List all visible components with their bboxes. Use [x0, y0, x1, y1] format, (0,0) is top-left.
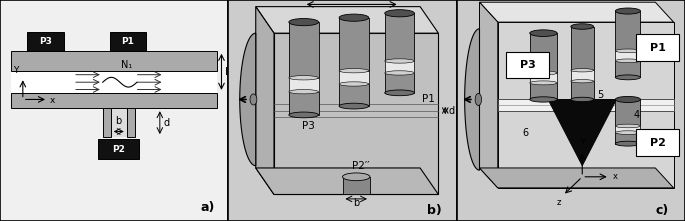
Bar: [27, 32, 64, 51]
Ellipse shape: [615, 141, 640, 146]
Ellipse shape: [250, 94, 257, 105]
Polygon shape: [240, 33, 256, 166]
Ellipse shape: [339, 82, 369, 86]
Bar: [342, 177, 370, 194]
Bar: [615, 51, 640, 61]
Bar: [289, 78, 319, 92]
Polygon shape: [464, 29, 479, 170]
Polygon shape: [256, 7, 438, 33]
Bar: [385, 61, 414, 73]
Text: Y: Y: [580, 138, 585, 147]
Ellipse shape: [339, 14, 369, 21]
Bar: [110, 32, 146, 51]
Bar: [339, 18, 369, 106]
Text: z: z: [556, 198, 560, 207]
Ellipse shape: [385, 59, 414, 63]
Bar: [571, 27, 594, 99]
Bar: [530, 33, 557, 99]
Ellipse shape: [615, 131, 640, 134]
Bar: [385, 13, 414, 93]
Bar: [12, 93, 217, 108]
Ellipse shape: [385, 90, 414, 96]
Ellipse shape: [289, 90, 319, 94]
Text: P2′′: P2′′: [352, 161, 370, 171]
Text: P1: P1: [423, 94, 435, 105]
Bar: [12, 71, 217, 93]
Polygon shape: [498, 22, 673, 99]
Text: P3: P3: [39, 38, 52, 46]
Ellipse shape: [289, 112, 319, 118]
Text: d: d: [163, 118, 169, 128]
Text: P3: P3: [302, 121, 314, 131]
Text: a): a): [201, 201, 215, 214]
Ellipse shape: [615, 124, 640, 128]
FancyBboxPatch shape: [506, 52, 549, 78]
Ellipse shape: [615, 96, 640, 103]
Text: x: x: [50, 96, 55, 105]
Ellipse shape: [342, 173, 370, 181]
Polygon shape: [256, 168, 438, 194]
Text: H: H: [225, 67, 232, 77]
Bar: [498, 99, 673, 110]
Text: 6: 6: [522, 128, 528, 138]
Ellipse shape: [385, 10, 414, 17]
Text: x: x: [613, 172, 618, 181]
Ellipse shape: [530, 71, 557, 75]
Bar: [98, 139, 139, 159]
Ellipse shape: [615, 49, 640, 53]
Ellipse shape: [385, 71, 414, 75]
Ellipse shape: [571, 24, 594, 29]
Bar: [289, 22, 319, 115]
Text: b): b): [427, 204, 442, 217]
Ellipse shape: [571, 69, 594, 72]
Ellipse shape: [530, 97, 557, 102]
Bar: [571, 70, 594, 81]
Text: 5: 5: [597, 90, 603, 100]
Text: c): c): [656, 204, 669, 217]
Ellipse shape: [615, 8, 640, 14]
Bar: [127, 108, 135, 137]
Polygon shape: [479, 2, 498, 188]
Text: b: b: [116, 116, 122, 126]
Text: d: d: [449, 105, 455, 116]
Polygon shape: [274, 33, 438, 194]
FancyBboxPatch shape: [636, 34, 680, 61]
Ellipse shape: [615, 59, 640, 63]
Text: Y: Y: [13, 66, 18, 75]
Text: P3: P3: [520, 60, 535, 70]
Ellipse shape: [289, 19, 319, 26]
Polygon shape: [548, 99, 616, 166]
Bar: [615, 99, 640, 144]
Ellipse shape: [615, 75, 640, 80]
Ellipse shape: [475, 93, 482, 105]
Text: N₁: N₁: [121, 60, 132, 70]
Ellipse shape: [339, 69, 369, 73]
Text: b: b: [353, 198, 360, 208]
Text: 4: 4: [634, 110, 640, 120]
Text: P1: P1: [649, 42, 666, 53]
Ellipse shape: [530, 30, 557, 36]
Ellipse shape: [571, 97, 594, 102]
Text: P1: P1: [121, 38, 134, 46]
Polygon shape: [498, 110, 673, 188]
Bar: [103, 108, 111, 137]
Bar: [615, 126, 640, 133]
Bar: [339, 71, 369, 84]
Bar: [530, 73, 557, 83]
Polygon shape: [479, 168, 673, 188]
Ellipse shape: [289, 76, 319, 80]
Polygon shape: [256, 7, 274, 194]
Ellipse shape: [530, 81, 557, 85]
Polygon shape: [479, 2, 673, 22]
Bar: [12, 51, 217, 71]
Ellipse shape: [339, 103, 369, 109]
Text: P2: P2: [649, 137, 666, 148]
Text: P2: P2: [112, 145, 125, 154]
Ellipse shape: [571, 80, 594, 83]
Text: 42 mm: 42 mm: [334, 0, 369, 1]
Bar: [111, 108, 127, 137]
Bar: [615, 11, 640, 77]
FancyBboxPatch shape: [636, 129, 680, 156]
